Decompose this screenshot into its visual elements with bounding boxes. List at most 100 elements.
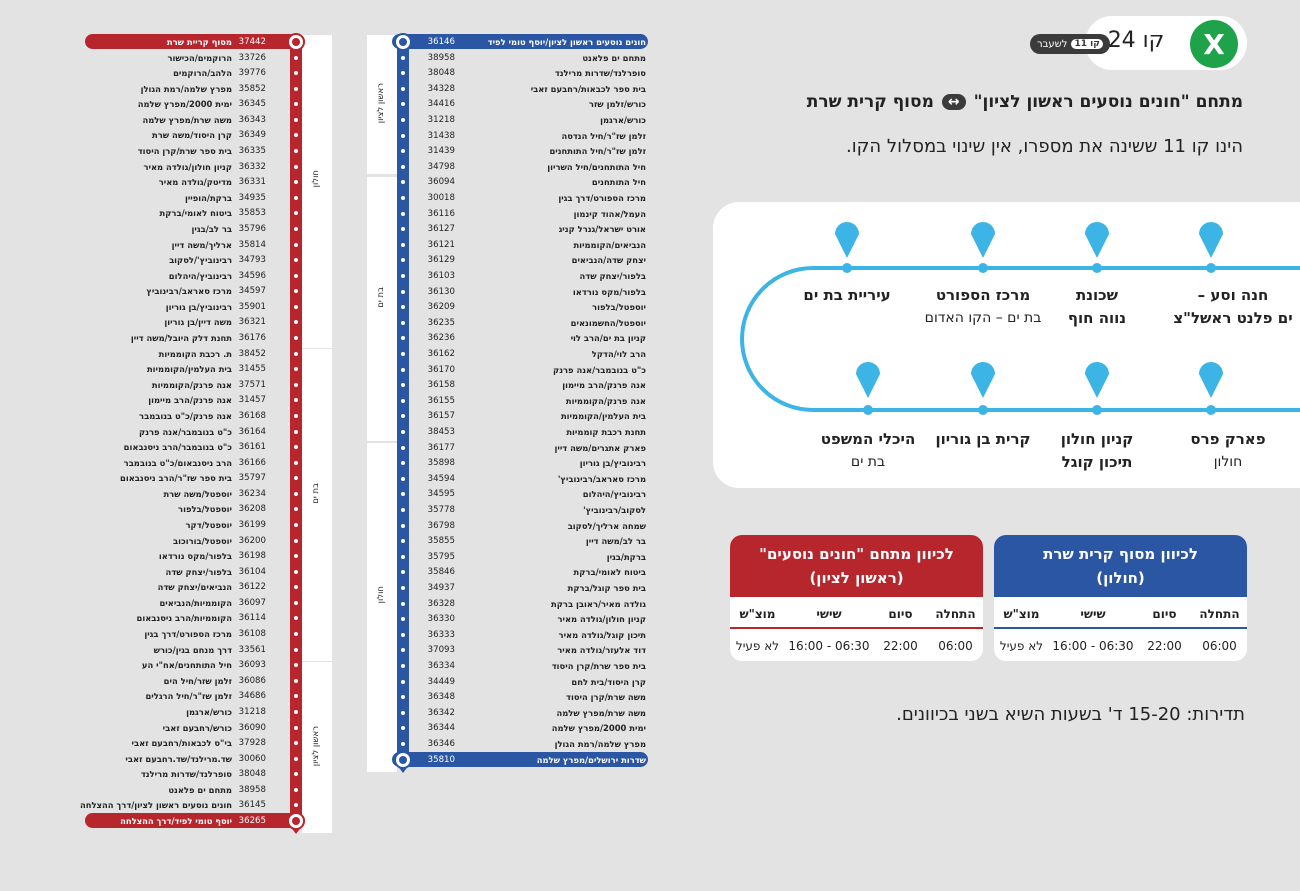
stop-name: בלפור/יצחק שדה [579,271,646,281]
stop-name: משה דיין/בן גוריון [164,317,232,328]
stop-name: רבינוביץ/בן גוריון [579,458,646,469]
stop-name: רבינוביץ/בן גוריון [165,301,232,312]
val-start: 06:00 [1202,639,1237,653]
stop-name: בלפור/מקס נורדאו [572,286,646,297]
stop-dot [401,71,405,76]
stop-number: 36265 [238,816,266,826]
stop-number: 31218 [238,706,266,717]
stop-dot [294,429,298,434]
route-note: הינו קו 11 ששינה את מספרו, אין שינוי במס… [846,136,1243,157]
former-line-badge: קו 11 לשעבר [1030,34,1110,54]
stop-number: 39776 [238,68,266,79]
stop-name: בר לב/בגין [191,223,233,234]
stop-dot [401,601,405,606]
stop-number: 38453 [427,427,455,437]
stop-dot [294,258,298,263]
stop-name: יוספטל/דקר [185,519,233,530]
stop-name: אורט ישראל/גנרל קניג [558,224,646,235]
stop-number: 33561 [238,644,266,655]
stop-dot [294,382,298,387]
stop-number: 36086 [238,675,266,686]
schedule-values: 06:00 22:00 06:30 - 16:00 לא פעיל [730,629,983,653]
stop-dot [294,86,298,91]
stop-number: 36093 [238,660,266,671]
stop-dot [401,320,405,325]
terminal-dot-icon [292,817,300,825]
stop-dot [294,304,298,309]
col-saturday-night: מוצ"ש [739,607,776,621]
map-pin-icon [835,222,859,258]
map-pin-icon [1085,362,1109,398]
stop-dot [294,709,298,714]
stop-name: יוספטל/משה שרת [163,488,232,499]
stop-number: 36168 [238,410,266,421]
stop-dot [294,117,298,122]
stop-name: משה שרת/קרן היסוד [566,692,646,703]
stop-number: 34328 [427,83,455,94]
zone-panel [367,177,397,441]
stop-name: רבינוביץ/היהלום [582,489,646,500]
stop-number: 34935 [238,192,266,203]
stop-name: כורש/ארגמן [186,706,232,717]
stop-dot [401,539,405,544]
schedule-table-to-rishon: לכיוון מתחם "חונים נוסעים" (ראשון לציון)… [730,535,983,661]
col-end: סיום [888,607,913,621]
stop-dot [294,741,298,746]
stop-number: 35855 [427,536,455,547]
stop-name: בית ספר שרת/קרן היסוד [551,661,646,671]
col-friday: שישי [816,607,842,621]
stop-dot [401,352,405,356]
stop-name: קניון חולון/גולדה מאיר [557,614,646,625]
schedule-values: 06:00 22:00 06:30 - 16:00 לא פעיל [994,629,1247,653]
stop-dot [294,180,298,185]
stop-number: 36127 [427,224,455,235]
stop-number: 30018 [427,193,455,203]
stop-name: בית העלמין/הקוממיות [560,411,646,422]
stop-number: 36198 [238,551,266,562]
stop-name: בר לב/משה דיין [585,536,646,547]
stop-number: 31218 [427,115,455,125]
stop-number: 38452 [238,348,266,359]
stop-name: חונים נוסעים ראשון לציון/דרך ההצלחה [79,800,232,811]
stop-number: 36114 [238,613,266,624]
stop-number: 36333 [427,629,455,640]
stop-number: 36321 [238,317,266,328]
map-stop-area: חולון [1213,454,1243,470]
stop-name: כ"ט בנובמבר/אנה פרנק [139,426,232,437]
stop-dot [294,554,298,559]
direction-arrow-icon [397,764,409,773]
map-stop-name: שכונת [1075,286,1119,304]
stop-number: 36145 [238,800,266,811]
stop-dot [294,413,298,418]
stop-name: חיל התותחנים/אח"י הע [141,660,232,671]
stop-dot [294,351,298,356]
stop-dot [294,787,298,792]
map-stop-name: עיריית בת ים [803,286,891,304]
stop-dot [294,149,298,154]
map-stop-name: קרית בן גוריון [935,430,1031,448]
stop-dot [401,648,405,653]
stop-number: 36129 [427,255,455,266]
schedule-columns: התחלה סיום שישי מוצ"ש [730,597,983,629]
stop-number: 37442 [238,37,266,47]
stop-number: 36332 [238,161,266,172]
stop-name: הרב ניסנבאום/כ"ט בנובמבר [123,457,232,468]
terminal-pill [85,813,305,828]
stop-number: 31438 [427,130,455,141]
route-map-svg [740,222,1300,415]
stop-name: קניון בת ים/הרב לוי [570,333,646,344]
terminal-dot-icon [399,38,407,46]
stop-dot [294,55,298,60]
zone-label: ראשון לציון [376,82,386,123]
stop-number: 36177 [427,442,455,453]
stop-name: מרכז סאראב/רבינוביץ' [557,473,646,484]
stop-number: 34937 [427,583,455,593]
map-stop-label: חנה וסע – ים פלנט ראשל"צ [1153,284,1300,330]
stop-dot [294,336,298,341]
stop-name: יוסף טומי לפיד/דרך ההצלחה [120,816,232,826]
stop-number: 36157 [427,411,455,422]
stop-number: 36116 [427,208,455,219]
terminal-pill [392,34,648,49]
stop-name: כורש/זלמן שזר [588,99,646,110]
stop-dot [294,538,298,543]
